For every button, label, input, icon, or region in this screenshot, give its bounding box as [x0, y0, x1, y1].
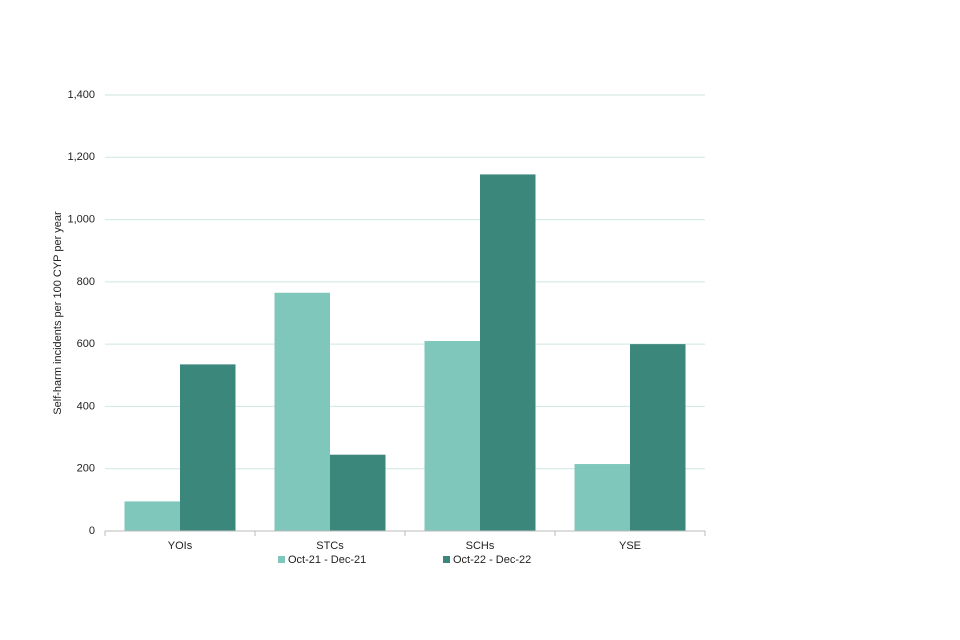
y-tick-label: 1,000	[67, 213, 95, 225]
legend-label: Oct-22 - Dec-22	[453, 554, 531, 566]
y-tick-label: 200	[77, 463, 95, 475]
bar	[274, 292, 330, 531]
bar	[124, 501, 180, 531]
legend-swatch	[278, 556, 285, 563]
bar	[424, 341, 480, 531]
y-axis-label: Self-harm incidents per 100 CYP per year	[52, 211, 64, 415]
bar	[330, 454, 386, 531]
x-tick-label: YOIs	[168, 540, 193, 552]
bar	[630, 344, 686, 531]
legend-label: Oct-21 - Dec-21	[288, 554, 366, 566]
x-tick-label: SCHs	[466, 540, 495, 552]
y-tick-label: 1,400	[67, 89, 95, 101]
y-tick-label: 400	[77, 400, 95, 412]
y-tick-label: 800	[77, 276, 95, 288]
bar	[180, 364, 236, 531]
y-tick-label: 600	[77, 338, 95, 350]
y-tick-label: 1,200	[67, 151, 95, 163]
legend-swatch	[443, 556, 450, 563]
bar	[480, 174, 536, 531]
x-tick-label: STCs	[316, 540, 344, 552]
y-tick-label: 0	[89, 525, 95, 537]
bar	[574, 464, 630, 531]
x-tick-label: YSE	[619, 540, 641, 552]
